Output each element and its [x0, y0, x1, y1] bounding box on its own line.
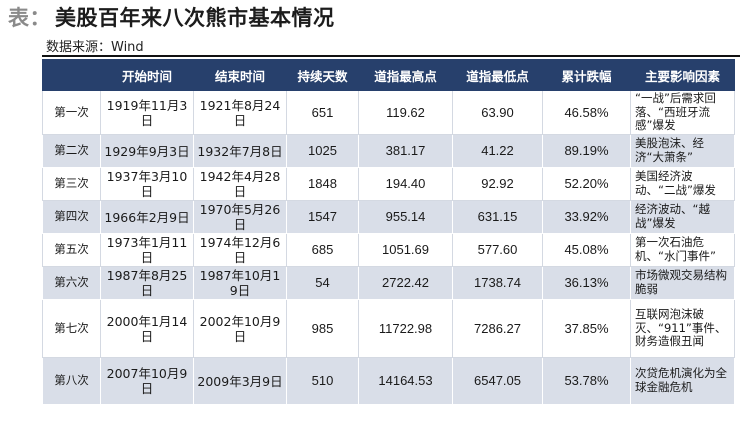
cause-cell: 经济波动、“越战”爆发: [630, 200, 735, 234]
duration-cell: 685: [286, 233, 359, 267]
header-cell-end: 结束时间: [193, 59, 287, 91]
table-row: 第一次 1919年11月3日 1921年8月24日 651 119.62 63.…: [42, 90, 735, 135]
high-cell: 1051.69: [358, 233, 453, 267]
end-date-cell: 1974年12月6日: [193, 233, 287, 267]
high-cell: 194.40: [358, 167, 453, 201]
low-cell: 7286.27: [452, 299, 543, 358]
cause-cell: 美股泡沫、经济“大萧条”: [630, 134, 735, 168]
duration-cell: 1547: [286, 200, 359, 234]
row-index-cell: 第三次: [42, 167, 101, 201]
row-index-cell: 第四次: [42, 200, 101, 234]
duration-cell: 1025: [286, 134, 359, 168]
start-date-cell: 2007年10月9日: [100, 357, 194, 405]
table-row: 第二次 1929年9月3日 1932年7月8日 1025 381.17 41.2…: [42, 134, 735, 168]
high-cell: 119.62: [358, 90, 453, 135]
start-date-cell: 2000年1月14日: [100, 299, 194, 358]
row-index-cell: 第一次: [42, 90, 101, 135]
start-date-cell: 1929年9月3日: [100, 134, 194, 168]
cause-cell: 市场微观交易结构脆弱: [630, 266, 735, 300]
header-cell-drop: 累计跌幅: [542, 59, 631, 91]
header-cell-low: 道指最低点: [452, 59, 543, 91]
end-date-cell: 1970年5月26日: [193, 200, 287, 234]
drop-cell: 53.78%: [542, 357, 631, 405]
start-date-cell: 1919年11月3日: [100, 90, 194, 135]
high-cell: 14164.53: [358, 357, 453, 405]
table-row: 第八次 2007年10月9日 2009年3月9日 510 14164.53 65…: [42, 357, 735, 405]
low-cell: 92.92: [452, 167, 543, 201]
table-row: 第三次 1937年3月10日 1942年4月28日 1848 194.40 92…: [42, 167, 735, 201]
high-cell: 381.17: [358, 134, 453, 168]
start-date-cell: 1973年1月11日: [100, 233, 194, 267]
duration-cell: 985: [286, 299, 359, 358]
table-row: 第七次 2000年1月14日 2002年10月9日 985 11722.98 7…: [42, 299, 735, 358]
end-date-cell: 2009年3月9日: [193, 357, 287, 405]
header-cell-high: 道指最高点: [358, 59, 453, 91]
cause-cell: 第一次石油危机、“水门事件”: [630, 233, 735, 267]
cause-cell: 互联网泡沫破灭、“911”事件、财务造假丑闻: [630, 299, 735, 358]
low-cell: 631.15: [452, 200, 543, 234]
end-date-cell: 1932年7月8日: [193, 134, 287, 168]
cause-cell: “一战”后需求回落、“西班牙流感”爆发: [630, 90, 735, 135]
table-row: 第四次 1966年2月9日 1970年5月26日 1547 955.14 631…: [42, 200, 735, 234]
drop-cell: 46.58%: [542, 90, 631, 135]
row-index-cell: 第七次: [42, 299, 101, 358]
duration-cell: 510: [286, 357, 359, 405]
drop-cell: 89.19%: [542, 134, 631, 168]
start-date-cell: 1987年8月25日: [100, 266, 194, 300]
end-date-cell: 1942年4月28日: [193, 167, 287, 201]
end-date-cell: 1921年8月24日: [193, 90, 287, 135]
high-cell: 955.14: [358, 200, 453, 234]
row-index-cell: 第五次: [42, 233, 101, 267]
high-cell: 11722.98: [358, 299, 453, 358]
duration-cell: 651: [286, 90, 359, 135]
title-text: 美股百年来八次熊市基本情况: [55, 6, 335, 30]
drop-cell: 52.20%: [542, 167, 631, 201]
table-row: 第六次 1987年8月25日 1987年10月19日 54 2722.42 17…: [42, 266, 735, 300]
row-index-cell: 第八次: [42, 357, 101, 405]
high-cell: 2722.42: [358, 266, 453, 300]
end-date-cell: 2002年10月9日: [193, 299, 287, 358]
header-cell-cause: 主要影响因素: [630, 59, 735, 91]
table-row: 第五次 1973年1月11日 1974年12月6日 685 1051.69 57…: [42, 233, 735, 267]
row-index-cell: 第六次: [42, 266, 101, 300]
low-cell: 41.22: [452, 134, 543, 168]
low-cell: 6547.05: [452, 357, 543, 405]
cause-cell: 次贷危机演化为全球金融危机: [630, 357, 735, 405]
cause-cell: 美国经济波动、“二战”爆发: [630, 167, 735, 201]
table-header-row: 开始时间 结束时间 持续天数 道指最高点 道指最低点 累计跌幅 主要影响因素: [42, 59, 735, 91]
header-cell-index: [42, 59, 101, 91]
duration-cell: 1848: [286, 167, 359, 201]
drop-cell: 36.13%: [542, 266, 631, 300]
low-cell: 577.60: [452, 233, 543, 267]
start-date-cell: 1937年3月10日: [100, 167, 194, 201]
data-source-note: 数据来源：Wind: [46, 40, 144, 55]
duration-cell: 54: [286, 266, 359, 300]
drop-cell: 37.85%: [542, 299, 631, 358]
row-index-cell: 第二次: [42, 134, 101, 168]
bear-market-table: 开始时间 结束时间 持续天数 道指最高点 道指最低点 累计跌幅 主要影响因素 第…: [42, 59, 735, 405]
top-rule: [42, 55, 740, 57]
header-cell-start: 开始时间: [100, 59, 194, 91]
low-cell: 1738.74: [452, 266, 543, 300]
page-title: 表： 美股百年来八次熊市基本情况: [8, 2, 335, 32]
start-date-cell: 1966年2月9日: [100, 200, 194, 234]
end-date-cell: 1987年10月19日: [193, 266, 287, 300]
drop-cell: 45.08%: [542, 233, 631, 267]
drop-cell: 33.92%: [542, 200, 631, 234]
low-cell: 63.90: [452, 90, 543, 135]
title-prefix: 表：: [8, 6, 51, 30]
header-cell-days: 持续天数: [286, 59, 359, 91]
